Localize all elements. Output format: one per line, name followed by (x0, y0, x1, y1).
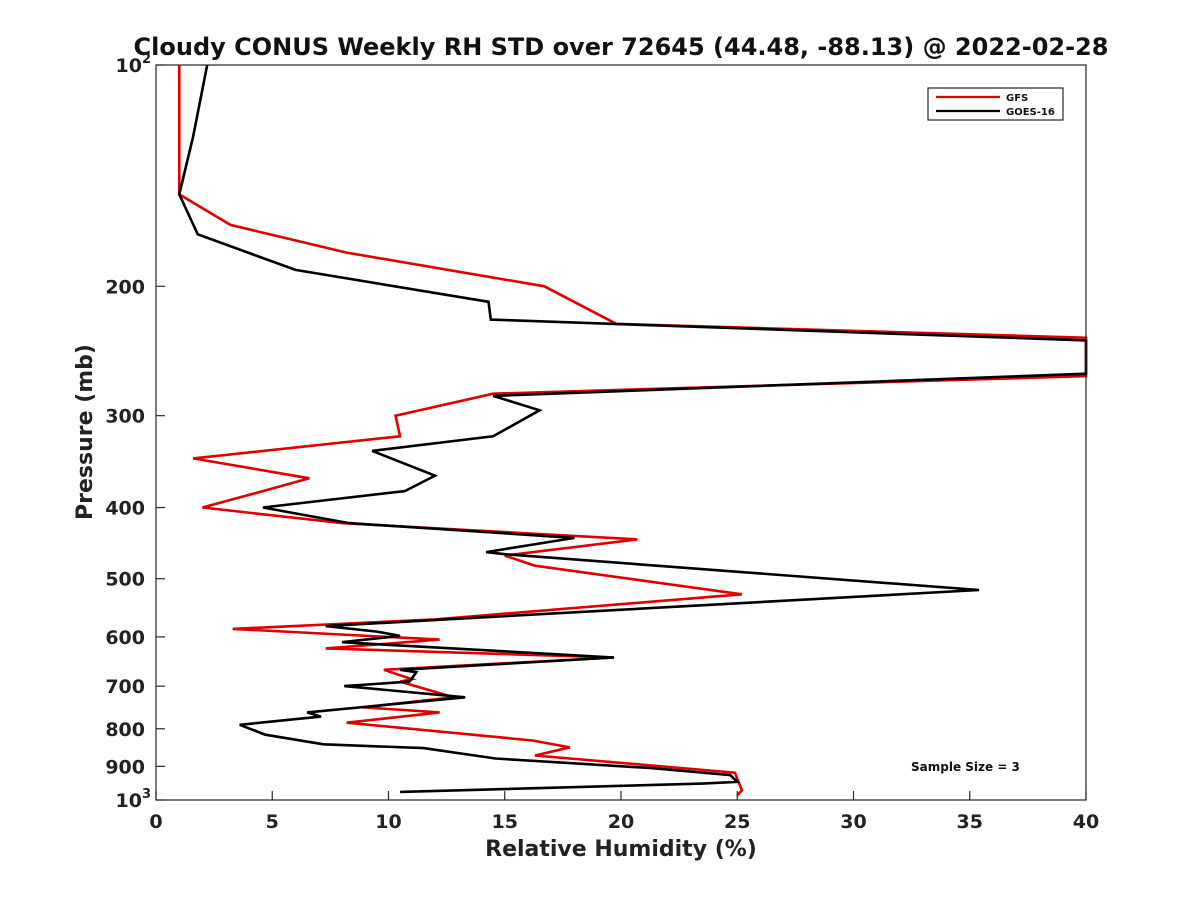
x-tick-label: 30 (840, 811, 866, 833)
series-line-goes16 (177, 64, 1088, 794)
y-tick-label: 10 (116, 55, 142, 77)
y-axis-label: Pressure (mb) (73, 344, 98, 520)
plot-frame (155, 64, 1087, 801)
y-tick-label: 800 (105, 719, 145, 741)
x-tick-label: 15 (492, 811, 518, 833)
chart-title: Cloudy CONUS Weekly RH STD over 72645 (4… (134, 33, 1109, 61)
y-tick-label: 500 (105, 569, 145, 591)
x-tick-label: 20 (608, 811, 634, 833)
y-tick-label-exponent: 2 (142, 52, 151, 67)
y-tick-label: 10 (116, 790, 142, 812)
x-axis-ticks: 0 5 10 15 20 25 30 35 40 (149, 791, 1099, 833)
x-axis-label: Relative Humidity (%) (485, 837, 757, 862)
legend: GFS GOES-16 (927, 87, 1064, 121)
x-tick-label: 40 (1073, 811, 1099, 833)
y-tick-label: 700 (105, 676, 145, 698)
x-tick-label: 5 (266, 811, 279, 833)
series-line-gfs (178, 65, 1088, 797)
x-tick-label: 25 (724, 811, 750, 833)
series-layer (177, 64, 1088, 797)
x-tick-label: 35 (957, 811, 983, 833)
x-tick-label: 10 (375, 811, 401, 833)
y-tick-label: 600 (105, 627, 145, 649)
sample-size-annotation: Sample Size = 3 (911, 760, 1020, 774)
y-tick-label: 300 (105, 406, 145, 428)
x-tick-label: 0 (149, 811, 162, 833)
legend-box (927, 87, 1064, 121)
y-tick-label: 200 (105, 276, 145, 298)
legend-label-goes16: GOES-16 (1006, 107, 1055, 118)
legend-label-gfs: GFS (1006, 93, 1028, 104)
y-tick-label-exponent: 3 (142, 787, 151, 802)
y-tick-label: 400 (105, 498, 145, 520)
y-tick-label: 900 (105, 756, 145, 778)
